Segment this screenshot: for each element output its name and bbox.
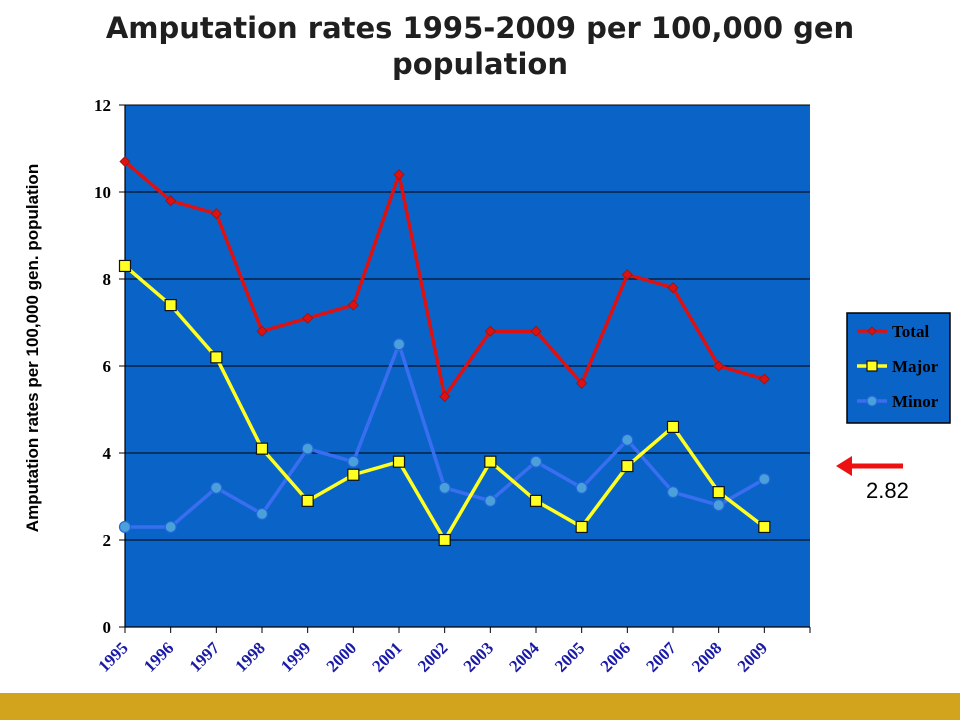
data-point [575, 481, 588, 494]
x-tick-label: 2000 [323, 638, 360, 675]
data-point [438, 481, 451, 494]
y-tick-label: 4 [103, 444, 112, 463]
footer-bar [0, 693, 960, 720]
data-point [575, 520, 588, 534]
legend-item-total: Total [857, 322, 929, 341]
data-point [667, 282, 679, 294]
legend-label: Total [892, 322, 929, 341]
x-tick-label: 2004 [505, 638, 543, 676]
data-point [118, 259, 132, 273]
data-point [530, 325, 542, 337]
arrow-head [836, 456, 852, 476]
data-point [529, 455, 543, 468]
gridlines [125, 104, 810, 541]
data-point [439, 390, 451, 403]
data-point [713, 360, 725, 372]
x-tick-label: 2003 [460, 638, 497, 675]
y-tick-label: 12 [94, 96, 111, 115]
legend-item-minor: Minor [857, 392, 939, 411]
x-tick-label: 2006 [597, 638, 634, 675]
series-group [118, 155, 771, 547]
x-tick-label: 2001 [368, 638, 405, 675]
data-point [256, 325, 268, 337]
y-ticks: 0 2 4 6 8 10 12 [94, 96, 125, 637]
data-point [621, 269, 633, 281]
y-tick-label: 8 [103, 270, 112, 289]
data-point [758, 373, 770, 385]
x-tick-label: 1997 [186, 638, 224, 676]
data-point [666, 486, 680, 499]
y-tick-label: 0 [103, 618, 112, 637]
data-point [255, 442, 269, 455]
data-point [621, 433, 634, 447]
legend: Total Major Minor [846, 312, 951, 424]
legend-label: Minor [892, 392, 939, 411]
x-tick-label: 1995 [94, 638, 131, 675]
data-point [301, 494, 314, 507]
data-point [210, 481, 223, 494]
x-tick-label: 2002 [414, 638, 451, 675]
series-total [119, 155, 770, 403]
series-minor [118, 338, 771, 534]
data-point [621, 459, 634, 473]
data-point [712, 499, 725, 512]
annotation-arrow [836, 456, 903, 476]
legend-item-major: Major [857, 357, 939, 376]
data-point [347, 455, 360, 468]
data-point [758, 520, 771, 534]
data-point [347, 299, 359, 311]
y-tick-label: 6 [103, 357, 112, 376]
annotation-value: 2.82 [866, 478, 909, 503]
x-tick-label: 2005 [551, 638, 588, 675]
data-point [118, 520, 132, 534]
series-major [118, 259, 771, 547]
data-point [164, 520, 177, 534]
x-tick-label: 1999 [277, 638, 314, 675]
x-ticks: 1995 1996 1997 1998 1999 2000 2001 2002 2003 2004… [94, 627, 811, 676]
data-point [347, 468, 360, 481]
x-tick-label: 2007 [642, 638, 680, 676]
x-tick-label: 2008 [688, 638, 725, 675]
data-point [758, 473, 771, 486]
data-point [866, 360, 878, 372]
data-point [255, 507, 269, 521]
data-point [438, 533, 451, 547]
data-point [392, 455, 406, 468]
data-point [165, 195, 177, 207]
y-tick-label: 10 [94, 183, 111, 202]
data-point [712, 486, 725, 499]
y-tick-label: 2 [103, 531, 112, 550]
data-point [576, 377, 588, 389]
data-point [164, 299, 177, 312]
x-tick-label: 2009 [734, 638, 771, 675]
chart-title: Amputation rates 1995-2009 per 100,000 g… [105, 11, 855, 81]
x-tick-label: 1998 [231, 638, 268, 675]
data-point [529, 494, 543, 507]
data-point [484, 455, 497, 468]
data-point [392, 338, 406, 351]
data-point [210, 208, 222, 220]
data-point [666, 420, 680, 433]
legend-label: Major [892, 357, 939, 376]
data-point [301, 442, 314, 455]
data-point [867, 326, 877, 336]
data-point [302, 312, 314, 324]
data-point [866, 395, 878, 407]
data-point [484, 325, 496, 337]
data-point [484, 494, 497, 507]
data-point [210, 351, 223, 364]
data-point [119, 155, 131, 168]
x-tick-label: 1996 [140, 638, 177, 675]
data-point [393, 169, 405, 181]
